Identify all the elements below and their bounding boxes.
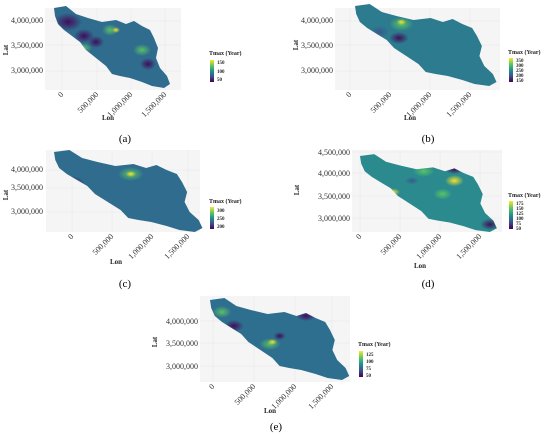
legend-tick: 75 xyxy=(516,222,522,227)
legend-title: Tmax (Year) xyxy=(209,50,242,57)
legend-tick: 100 xyxy=(516,217,524,222)
legend-tick: 250 xyxy=(516,69,524,74)
y-tick-label: 3,500,000 xyxy=(318,192,350,201)
y-axis-label: Lat xyxy=(293,184,301,195)
y-tick-label: 3,000,000 xyxy=(166,362,198,371)
x-axis-label: Lon xyxy=(102,114,114,122)
panel-e: 4,000,000 3,500,000 3,000,000 0 500,000 … xyxy=(151,296,391,433)
panel-caption: (b) xyxy=(422,133,435,145)
legend-title: Tmax (Year) xyxy=(209,198,242,205)
y-tick-label: 3,000,000 xyxy=(11,66,43,75)
x-tick-label: 1,500,000 xyxy=(162,232,191,261)
x-tick-label: 500,000 xyxy=(233,382,258,407)
legend-colorbar xyxy=(509,201,513,229)
y-tick-label: 3,500,000 xyxy=(166,339,198,348)
legend-tick: 350 xyxy=(516,59,524,64)
y-tick-label: 4,000,000 xyxy=(301,16,333,25)
panel-caption: (c) xyxy=(119,278,132,290)
legend-tick: 300 xyxy=(516,64,524,69)
y-axis-label: Lat xyxy=(2,44,10,55)
legend-title: Tmax (Year) xyxy=(508,192,541,199)
y-tick-label: 4,500,000 xyxy=(318,148,350,157)
legend-tick: 150 xyxy=(217,61,225,66)
legend-title: Tmax (Year) xyxy=(358,341,391,348)
legend-tick: 300 xyxy=(217,209,225,214)
y-axis-label: Lat xyxy=(151,336,159,347)
x-axis-label: Lon xyxy=(404,114,416,122)
x-tick-label: 0 xyxy=(344,90,353,99)
x-tick-label: 1,500,000 xyxy=(306,382,335,411)
legend-tick: 125 xyxy=(366,353,374,358)
panel-b: 4,000,000 3,500,000 3,000,000 0 500,000 … xyxy=(292,4,541,145)
legend-colorbar xyxy=(210,207,214,229)
x-tick-label: 1,500,000 xyxy=(139,90,168,119)
x-tick-label: 1,000,000 xyxy=(126,232,155,261)
x-tick-label: 500,000 xyxy=(369,90,394,115)
y-tick-label: 3,500,000 xyxy=(11,41,43,50)
legend-colorbar xyxy=(509,58,513,82)
legend-tick: 200 xyxy=(516,74,524,79)
y-tick-label: 3,500,000 xyxy=(11,183,43,192)
legend-tick: 75 xyxy=(366,367,372,372)
x-tick-label: 500,000 xyxy=(379,232,404,257)
x-axis-label: Lon xyxy=(110,258,122,266)
y-tick-label: 3,000,000 xyxy=(11,207,43,216)
x-tick-label: 500,000 xyxy=(91,232,116,257)
panel-a: 4,000,000 3,500,000 3,000,000 0 500,000 … xyxy=(2,6,242,145)
legend-tick: 150 xyxy=(516,207,524,212)
x-tick-label: 1,500,000 xyxy=(444,90,473,119)
legend-tick: 50 xyxy=(366,374,372,379)
legend-tick: 250 xyxy=(217,217,225,222)
x-tick-label: 500,000 xyxy=(76,90,101,115)
y-tick-label: 3,000,000 xyxy=(318,214,350,223)
legend-title: Tmax (Year) xyxy=(508,49,541,56)
legend-tick: 50 xyxy=(217,78,223,83)
legend-tick: 100 xyxy=(366,360,374,365)
panel-caption: (e) xyxy=(270,421,283,433)
x-tick-label: 0 xyxy=(207,382,216,391)
y-tick-label: 4,000,000 xyxy=(11,16,43,25)
y-axis-label: Lat xyxy=(2,189,10,200)
x-tick-label: 1,000,000 xyxy=(414,232,443,261)
y-axis-label: Lat xyxy=(292,39,300,50)
x-axis-label: Lon xyxy=(264,407,276,415)
legend-colorbar xyxy=(359,351,363,377)
panel-c: 4,000,000 3,500,000 3,000,000 0 500,000 … xyxy=(2,150,242,290)
legend-tick: 150 xyxy=(516,79,524,84)
panel-d: 4,500,000 4,000,000 3,500,000 3,000,000 … xyxy=(293,148,541,290)
x-tick-label: 0 xyxy=(354,232,363,241)
y-tick-label: 4,000,000 xyxy=(11,165,43,174)
y-tick-label: 3,500,000 xyxy=(301,41,333,50)
y-tick-label: 4,000,000 xyxy=(318,169,350,178)
x-tick-label: 0 xyxy=(56,90,65,99)
panel-caption: (d) xyxy=(422,278,435,290)
legend-tick: 50 xyxy=(516,227,522,232)
legend-tick: 100 xyxy=(217,70,225,75)
legend-tick: 125 xyxy=(516,212,524,217)
panel-caption: (a) xyxy=(119,133,132,145)
x-axis-label: Lon xyxy=(414,262,426,270)
legend-colorbar xyxy=(210,60,214,82)
legend-tick: 200 xyxy=(217,225,225,230)
y-tick-label: 4,000,000 xyxy=(166,317,198,326)
legend-tick: 175 xyxy=(516,202,524,207)
y-tick-label: 3,000,000 xyxy=(301,66,333,75)
x-tick-label: 1,500,000 xyxy=(454,232,483,261)
x-tick-label: 0 xyxy=(66,232,75,241)
